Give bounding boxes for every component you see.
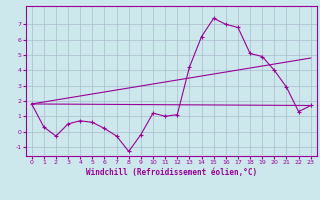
X-axis label: Windchill (Refroidissement éolien,°C): Windchill (Refroidissement éolien,°C) <box>86 168 257 177</box>
